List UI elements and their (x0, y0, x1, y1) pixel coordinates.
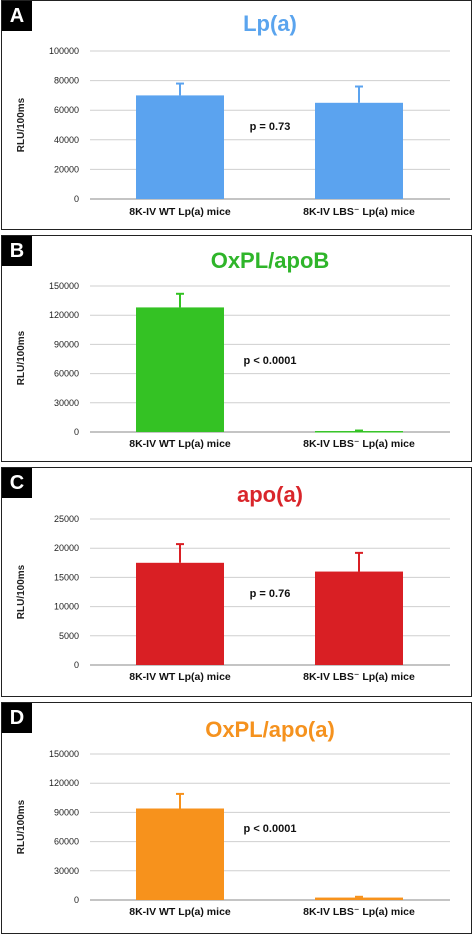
category-label: 8K-IV LBS⁻ Lp(a) mice (303, 438, 415, 450)
y-tick-label: 150000 (49, 749, 79, 759)
chart-svg: Lp(a) 0 20000 40000 60000 80000 100000 RLU/100m… (16, 11, 450, 218)
y-tick-label: 0 (74, 895, 79, 905)
y-tick-label: 20000 (54, 543, 79, 553)
y-tick-label: 15000 (54, 572, 79, 582)
chart-panel-a: Lp(a) 0 20000 40000 60000 80000 100000 RLU/100m… (1, 0, 472, 230)
panel-letter: A (2, 1, 32, 31)
chart-panel-b: OxPL/apoB 0 30000 60000 90000 120000 150000 RLU… (1, 235, 472, 462)
bar (315, 102, 403, 199)
y-tick-label: 30000 (54, 866, 79, 876)
p-value-annotation: p = 0.73 (250, 121, 291, 133)
y-tick-label: 90000 (54, 807, 79, 817)
y-tick-label: 40000 (54, 135, 79, 145)
p-value-annotation: p < 0.0001 (244, 355, 297, 367)
y-tick-label: 5000 (59, 631, 79, 641)
panel-letter: C (2, 468, 32, 498)
chart-svg: OxPL/apoB 0 30000 60000 90000 120000 150000 RLU… (16, 248, 450, 450)
y-tick-label: 0 (74, 427, 79, 437)
y-tick-label: 60000 (54, 105, 79, 115)
y-tick-label: 120000 (49, 778, 79, 788)
y-tick-label: 25000 (54, 514, 79, 524)
panel-letter: B (2, 236, 32, 266)
y-tick-label: 90000 (54, 339, 79, 349)
y-tick-label: 80000 (54, 76, 79, 86)
y-tick-label: 100000 (49, 46, 79, 56)
y-tick-label: 150000 (49, 281, 79, 291)
y-tick-label: 10000 (54, 602, 79, 612)
category-label: 8K-IV WT Lp(a) mice (129, 206, 231, 218)
y-tick-label: 0 (74, 660, 79, 670)
bar (315, 897, 403, 900)
y-tick-label: 20000 (54, 164, 79, 174)
y-axis-label: RLU/100ms (16, 97, 27, 152)
category-label: 8K-IV LBS⁻ Lp(a) mice (303, 671, 415, 683)
bar (136, 562, 224, 665)
p-value-annotation: p < 0.0001 (244, 823, 297, 835)
y-tick-label: 60000 (54, 837, 79, 847)
category-label: 8K-IV LBS⁻ Lp(a) mice (303, 906, 415, 918)
chart-svg: OxPL/apo(a) 0 30000 60000 90000 120000 150000 R… (16, 717, 450, 918)
chart-panel-d: OxPL/apo(a) 0 30000 60000 90000 120000 150000 R… (1, 702, 472, 934)
chart-panel-c: apo(a) 0 5000 10000 15000 20000 25000 RLU/100ms… (1, 467, 472, 697)
y-tick-label: 60000 (54, 369, 79, 379)
category-label: 8K-IV WT Lp(a) mice (129, 906, 231, 918)
panel-letter: D (2, 703, 32, 733)
bar (136, 808, 224, 900)
y-axis-label: RLU/100ms (16, 564, 27, 619)
chart-title: OxPL/apoB (211, 248, 330, 273)
chart-svg: apo(a) 0 5000 10000 15000 20000 25000 RLU/100ms… (16, 482, 450, 683)
chart-title: Lp(a) (243, 11, 297, 36)
chart-title: OxPL/apo(a) (205, 717, 335, 742)
y-tick-label: 30000 (54, 398, 79, 408)
bar (136, 307, 224, 432)
y-axis-label: RLU/100ms (16, 330, 27, 385)
category-label: 8K-IV WT Lp(a) mice (129, 671, 231, 683)
p-value-annotation: p = 0.76 (250, 588, 291, 600)
bar (136, 95, 224, 199)
category-label: 8K-IV LBS⁻ Lp(a) mice (303, 206, 415, 218)
y-axis-label: RLU/100ms (16, 799, 27, 854)
bar (315, 571, 403, 665)
category-label: 8K-IV WT Lp(a) mice (129, 438, 231, 450)
bar (315, 431, 403, 433)
y-tick-label: 0 (74, 194, 79, 204)
chart-title: apo(a) (237, 482, 303, 507)
y-tick-label: 120000 (49, 310, 79, 320)
